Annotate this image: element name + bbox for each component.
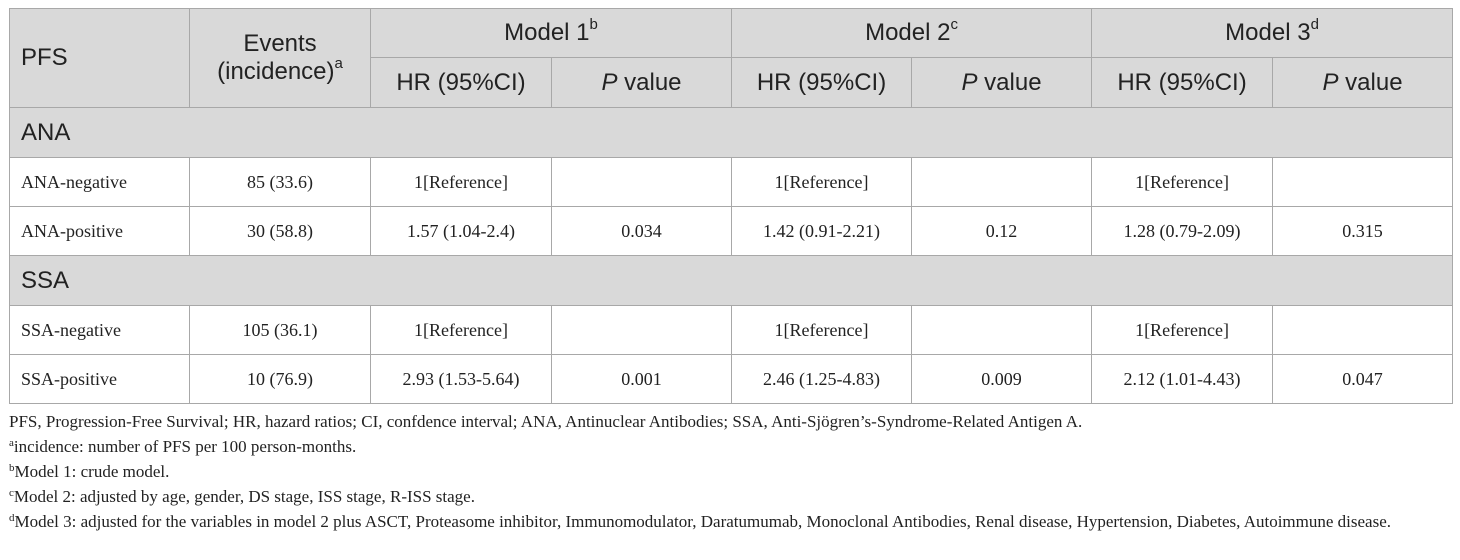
model-3-p-cell (1272, 157, 1454, 207)
model-3-p-header: P value (1272, 57, 1454, 108)
events-header-line1: Events (243, 30, 317, 57)
model-1-header: Model 1b (369, 8, 733, 58)
footnote-b-mark: b (9, 462, 15, 474)
model-1-hr-cell: 1[Reference] (370, 305, 552, 355)
model-1-p-cell (550, 305, 733, 355)
pfs-header: PFS (9, 8, 190, 108)
model-2-hr-cell: 1[Reference] (731, 305, 913, 355)
footnote-d: dModel 3: adjusted for the variables in … (9, 511, 1454, 532)
model-3-hr-cell: 1[Reference] (1091, 157, 1274, 207)
model-3-hr-cell: 1[Reference] (1091, 305, 1274, 355)
model-1-hr-header: HR (95%CI) (370, 57, 552, 108)
row-label: SSA-negative (9, 305, 190, 355)
group-row-ana: ANA (8, 107, 1454, 158)
row-label: ANA-positive (9, 206, 190, 256)
footnote-a-mark: a (9, 437, 14, 449)
model-3-hr-cell: 2.12 (1.01-4.43) (1091, 354, 1274, 404)
footnote-b: bModel 1: crude model. (9, 461, 1454, 482)
p-italic: P (601, 68, 618, 96)
footnote-abbreviations: PFS, Progression-Free Survival; HR, haza… (9, 412, 1083, 431)
events-cell: 30 (58.8) (189, 206, 371, 256)
table-row: ANA-positive 30 (58.8) 1.57 (1.04-2.4) 0… (9, 206, 1454, 256)
model-3-p-cell: 0.315 (1272, 206, 1454, 256)
footnote-d-mark: d (9, 512, 15, 524)
model-1-hr-cell: 1[Reference] (370, 157, 552, 207)
table-header: PFS Events (incidence)a Model 1b Model 2… (9, 8, 1454, 108)
model-3-p-cell: 0.047 (1272, 354, 1454, 404)
p-italic: P (1322, 68, 1339, 96)
p-rest: value (977, 68, 1042, 96)
group-row-ssa: SSA (8, 255, 1454, 306)
model-1-hr-cell: 1.57 (1.04-2.4) (370, 206, 552, 256)
model-2-p-header: P value (911, 57, 1093, 108)
model-1-p-cell (550, 157, 733, 207)
model-3-hr-cell: 1.28 (0.79-2.09) (1091, 206, 1274, 256)
row-label: SSA-positive (9, 354, 190, 404)
results-table: PFS Events (incidence)a Model 1b Model 2… (8, 8, 1454, 404)
events-header: Events (incidence)a (189, 8, 371, 108)
model-1-p-header: P value (550, 57, 733, 108)
model-3-header: Model 3d (1091, 8, 1454, 58)
model-2-p-cell: 0.009 (911, 354, 1093, 404)
table-row: ANA-negative 85 (33.6) 1[Reference] 1[Re… (9, 157, 1454, 207)
model-2-header: Model 2c (731, 8, 1093, 58)
model-2-hr-header: HR (95%CI) (731, 57, 913, 108)
row-label: ANA-negative (9, 157, 190, 207)
model-3-footnote-mark: d (1310, 16, 1319, 33)
model-3-hr-header: HR (95%CI) (1091, 57, 1274, 108)
footnote-a: aincidence: number of PFS per 100 person… (9, 436, 1454, 457)
p-rest: value (617, 68, 682, 96)
model-3-p-cell (1272, 305, 1454, 355)
footnote-b-text: Model 1: crude model. (14, 462, 170, 481)
model-2-p-cell (911, 157, 1093, 207)
table-row: SSA-negative 105 (36.1) 1[Reference] 1[R… (9, 305, 1454, 355)
model-2-p-cell: 0.12 (911, 206, 1093, 256)
events-cell: 105 (36.1) (189, 305, 371, 355)
group-label: ANA (8, 107, 1454, 158)
events-footnote-mark: a (334, 55, 343, 72)
footnote-c-mark: c (9, 487, 14, 499)
p-italic: P (961, 68, 978, 96)
model-2-hr-cell: 2.46 (1.25-4.83) (731, 354, 913, 404)
footnote-a-text: incidence: number of PFS per 100 person-… (13, 437, 357, 456)
events-cell: 85 (33.6) (189, 157, 371, 207)
group-label: SSA (8, 255, 1454, 306)
model-1-p-cell: 0.034 (550, 206, 733, 256)
model-2-label: Model 2 (865, 19, 951, 46)
footnote-c-text: Model 2: adjusted by age, gender, DS sta… (13, 487, 475, 506)
model-1-hr-cell: 2.93 (1.53-5.64) (370, 354, 552, 404)
table-body: ANA ANA-negative 85 (33.6) 1[Reference] … (8, 107, 1454, 404)
model-1-label: Model 1 (504, 19, 590, 46)
model-2-hr-cell: 1.42 (0.91-2.21) (731, 206, 913, 256)
events-cell: 10 (76.9) (189, 354, 371, 404)
events-header-line2: (incidence) (217, 58, 335, 85)
table-row: SSA-positive 10 (76.9) 2.93 (1.53-5.64) … (9, 354, 1454, 404)
p-rest: value (1338, 68, 1403, 96)
model-2-p-cell (911, 305, 1093, 355)
footnote-c: cModel 2: adjusted by age, gender, DS st… (9, 486, 1454, 507)
model-1-p-cell: 0.001 (550, 354, 733, 404)
model-2-hr-cell: 1[Reference] (731, 157, 913, 207)
model-3-label: Model 3 (1225, 19, 1311, 46)
footnotes: PFS, Progression-Free Survival; HR, haza… (9, 411, 1454, 536)
model-1-footnote-mark: b (589, 16, 598, 33)
footnote-d-text: Model 3: adjusted for the variables in m… (14, 512, 1392, 531)
model-2-footnote-mark: c (950, 16, 958, 33)
